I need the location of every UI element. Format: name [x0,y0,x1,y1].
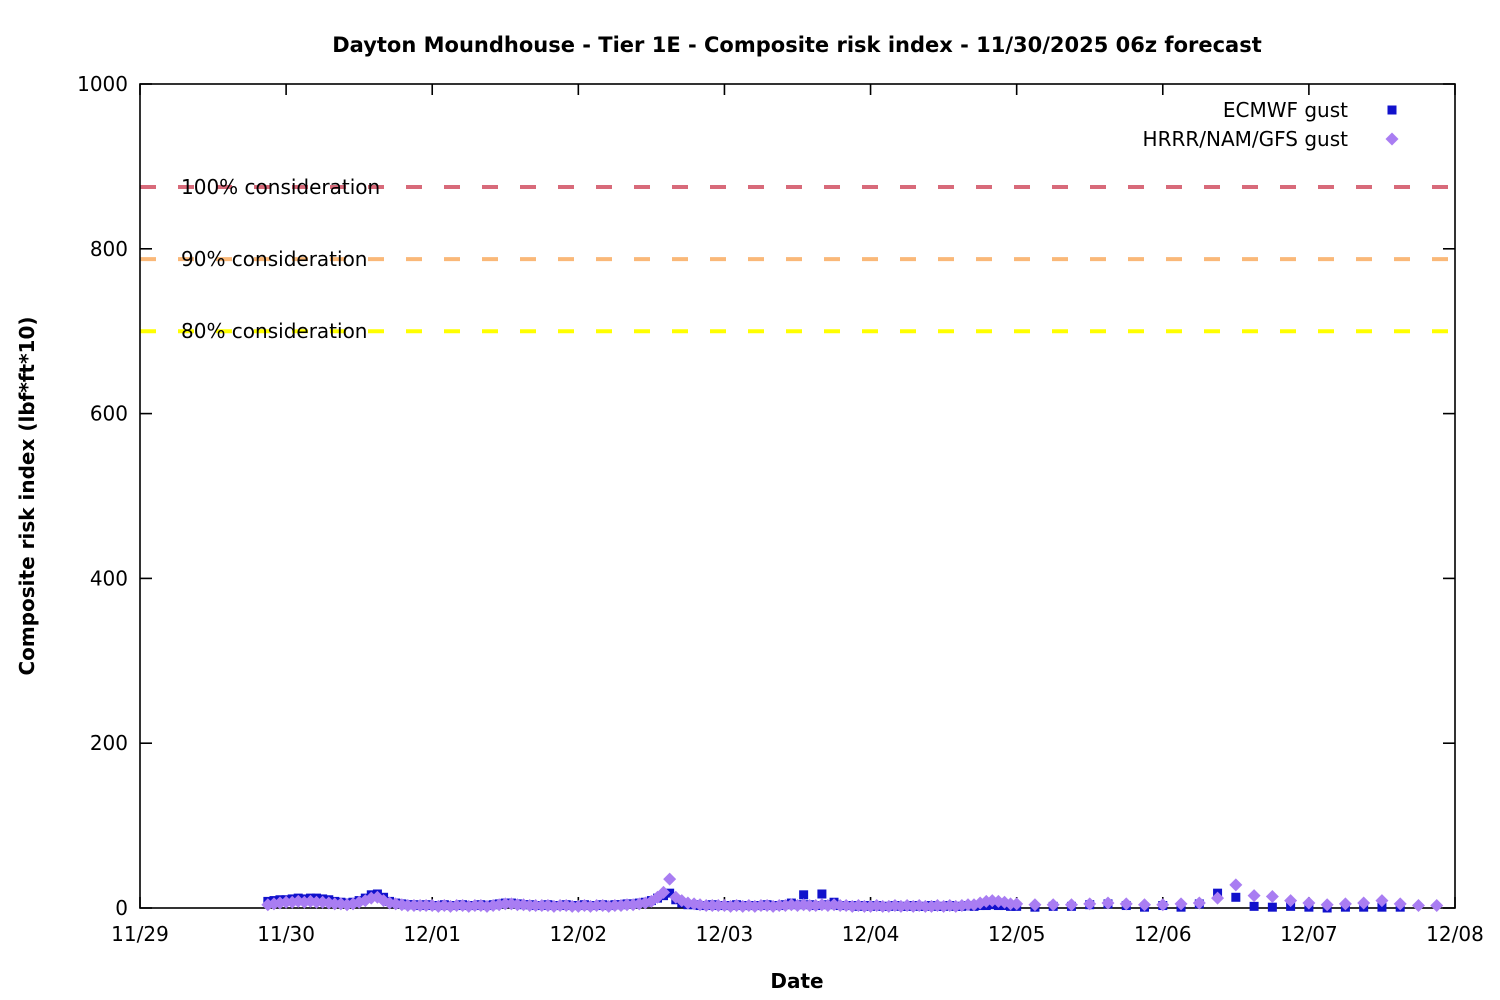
y-tick-label: 200 [90,731,128,755]
data-point-marker [1249,901,1259,911]
data-point-marker [1302,896,1316,910]
y-tick-label: 1000 [77,72,128,96]
data-point-marker [1119,897,1133,911]
x-tick-label: 12/01 [403,922,461,946]
legend-label: ECMWF gust [1223,98,1348,122]
y-tick-label: 600 [90,402,128,426]
data-point-marker [1393,897,1407,911]
data-point-marker [1192,896,1206,910]
legend-item: ECMWF gust [1223,98,1397,122]
legend-marker-diamond [1385,132,1399,146]
data-point-marker [1028,898,1042,912]
data-point-marker [1138,898,1152,912]
data-point-marker [1211,891,1225,905]
consideration-line-label: 100% consideration [181,175,380,199]
data-point-marker [1174,897,1188,911]
data-point-marker [817,889,827,899]
x-tick-label: 12/02 [550,922,608,946]
y-axis-label: Composite risk index (lbf*ft*10) [15,316,39,675]
data-point-marker [1411,899,1425,913]
data-point-marker [1010,897,1024,911]
data-point-marker [1101,896,1115,910]
data-points [261,872,1444,913]
consideration-line-label: 90% consideration [181,247,367,271]
chart-title: Dayton Moundhouse - Tier 1E - Composite … [332,33,1262,57]
consideration-line-label: 80% consideration [181,319,367,343]
axis-ticks: 11/29 11/30 12/01 12/02 12/03 12/04 12/05 12/06… [77,72,1484,946]
data-point-marker [663,872,677,886]
x-tick-label: 12/08 [1426,922,1484,946]
data-point-marker [1229,878,1243,892]
x-tick-label: 12/04 [842,922,900,946]
legend-label: HRRR/NAM/GFS gust [1143,127,1349,151]
data-point-marker [1375,894,1389,908]
legend: ECMWF gust HRRR/NAM/GFS gust [1143,98,1399,151]
y-tick-label: 800 [90,237,128,261]
x-axis-label: Date [770,969,823,993]
data-point-marker [1284,894,1298,908]
data-point-marker [1064,898,1078,912]
legend-marker-square [1387,105,1397,115]
data-point-marker [1083,897,1097,911]
data-point-marker [799,890,809,900]
x-tick-label: 11/30 [257,922,315,946]
data-point-marker [1338,897,1352,911]
data-point-marker [1156,898,1170,912]
x-tick-label: 12/03 [696,922,754,946]
y-tick-label: 400 [90,566,128,590]
data-point-marker [657,885,671,899]
data-point-marker [1320,898,1334,912]
y-tick-label: 0 [115,896,128,920]
data-point-marker [1247,889,1261,903]
data-point-marker [1046,898,1060,912]
x-tick-label: 12/05 [988,922,1046,946]
x-tick-label: 12/06 [1134,922,1192,946]
consideration-lines: 100% consideration 90% consideration 80% c… [140,175,1455,343]
legend-item: HRRR/NAM/GFS gust [1143,127,1399,151]
plot-area-border [139,83,1456,909]
data-point-marker [1267,902,1277,912]
x-tick-label: 11/29 [111,922,169,946]
data-point-marker [1430,899,1444,913]
data-point-marker [1377,902,1387,912]
data-point-marker [1265,889,1279,903]
data-point-marker [1231,892,1241,902]
data-point-marker [1357,896,1371,910]
data-point-marker [665,888,675,898]
x-tick-label: 12/07 [1280,922,1338,946]
series-diamond [261,872,1444,913]
